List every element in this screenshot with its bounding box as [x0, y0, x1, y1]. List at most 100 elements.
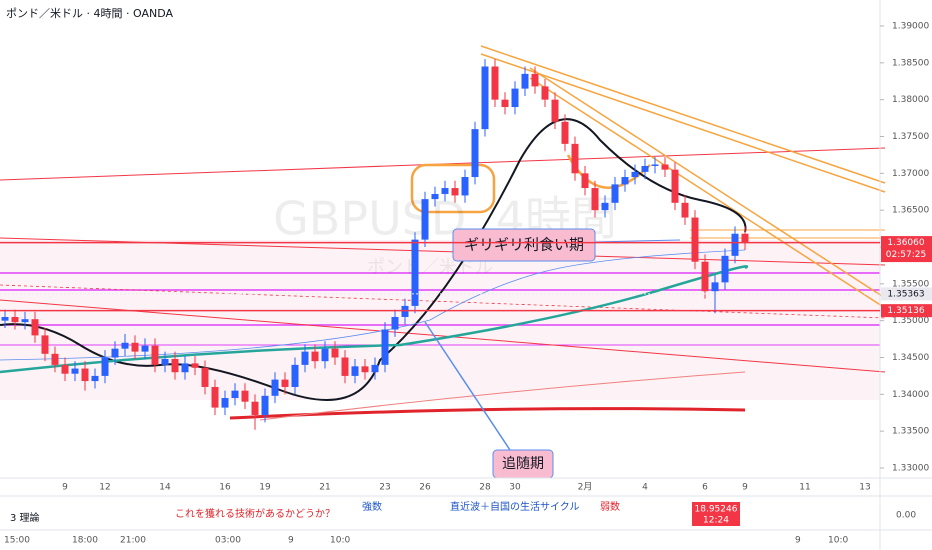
callout-line [594, 239, 681, 243]
candle-body [341, 357, 349, 376]
time-label: 18:00 [72, 536, 98, 546]
watermark-sub: ポンド／米ドル [367, 257, 493, 278]
candle-body [101, 357, 109, 376]
candle-body [711, 282, 719, 292]
value-box-text: 12:24 [703, 516, 729, 526]
candle-body [611, 184, 619, 203]
candle-body [491, 66, 499, 100]
candle-body [561, 121, 569, 144]
ma [0, 249, 746, 361]
candle-body [71, 368, 79, 374]
y-tick-label: 1.35000 [892, 316, 929, 326]
candle-body [661, 164, 669, 170]
candle-body [221, 398, 229, 408]
candle-body [451, 188, 459, 196]
x-tick-label: 11 [799, 483, 810, 493]
candle-body [511, 88, 519, 108]
candle-body [131, 342, 139, 352]
candle-body [91, 375, 99, 382]
annotation: 追随期 [502, 456, 544, 472]
candle-body [191, 363, 199, 368]
candle-body [141, 345, 149, 352]
candle-body [431, 193, 439, 200]
x-tick-label: 30 [509, 483, 521, 493]
candle-body [481, 66, 489, 130]
candle-body [251, 401, 259, 415]
candle-body [471, 129, 479, 178]
candle-body [181, 363, 189, 373]
candle-body [651, 164, 659, 166]
candle-body [501, 99, 509, 108]
candle-body [721, 255, 729, 283]
y-tick-label: 1.37000 [892, 169, 929, 179]
trend-line [0, 284, 886, 319]
candle-body [731, 233, 739, 256]
x-tick-label: 23 [379, 483, 390, 493]
candle-body [351, 366, 359, 376]
pane-text: 強数 [362, 500, 382, 513]
y-tick-label: 1.37500 [892, 132, 929, 142]
time-label: 21:00 [120, 536, 146, 546]
candle-body [231, 390, 239, 399]
x-tick-label: 2月 [578, 482, 593, 493]
y-tick-label: 1.33500 [892, 427, 929, 437]
candle-body [581, 173, 589, 189]
candle-body [81, 368, 89, 382]
candle-body [21, 319, 29, 323]
candle-body [151, 345, 159, 365]
price-label: 1.35136 [887, 306, 924, 316]
candle-body [391, 316, 399, 330]
candle-body [551, 99, 559, 122]
x-tick-label: 14 [159, 483, 171, 493]
candle-body [51, 353, 59, 365]
candle-body [701, 261, 709, 292]
y-tick-label: 1.33000 [892, 464, 929, 474]
pane-text: これを獲れる技術があるかどうか？ [175, 507, 335, 520]
price-label-box [881, 287, 932, 301]
trend-line [0, 299, 886, 373]
candle-body [111, 348, 119, 358]
time-label: 15:00 [4, 536, 30, 546]
y-tick-label: 1.36500 [892, 206, 929, 216]
candle-body [171, 358, 179, 373]
candle-body [361, 366, 369, 373]
channel [480, 45, 886, 193]
x-tick-label: 13 [859, 483, 870, 493]
candle-body [641, 165, 649, 172]
candle-body [411, 239, 419, 306]
candle-body [291, 364, 299, 387]
candle-body [571, 143, 579, 174]
candle-body [321, 348, 329, 362]
value-box-text: 18.95246 [695, 505, 738, 515]
callout [452, 228, 596, 262]
y-tick-label: 1.34500 [892, 353, 929, 363]
price-label-box [881, 304, 932, 318]
x-tick-label: 6 [702, 483, 708, 493]
candle-body [421, 199, 429, 240]
value-box [692, 502, 740, 526]
y-tick-label: 1.38500 [892, 58, 929, 68]
candle-body [271, 379, 279, 396]
x-tick-label: 21 [319, 483, 330, 493]
x-tick-label: 9 [62, 483, 68, 493]
price-label: 1.35363 [887, 289, 924, 299]
box-line [690, 229, 885, 239]
x-tick-label: 19 [259, 483, 271, 493]
pane-text: 直近波＋自国の生活サイクル [450, 500, 580, 513]
candle-body [681, 202, 689, 218]
highlight [410, 163, 496, 214]
chart-title: ポンド／米ドル · 4時間 · OANDA [6, 7, 173, 20]
candle-body [41, 335, 49, 354]
candle-body [521, 73, 529, 89]
pane-axis-label: 0.00 [896, 511, 916, 521]
candle-body [241, 390, 249, 402]
time-label: 03:00 [215, 536, 241, 546]
candle-body [11, 316, 19, 323]
annotation: ギリギリ利食い期 [464, 236, 584, 254]
x-tick-label: 4 [642, 483, 648, 493]
time-label: 10:0 [330, 536, 350, 546]
time-label: 10:0 [828, 536, 848, 546]
candle-body [461, 177, 469, 196]
candle-body [371, 364, 379, 373]
